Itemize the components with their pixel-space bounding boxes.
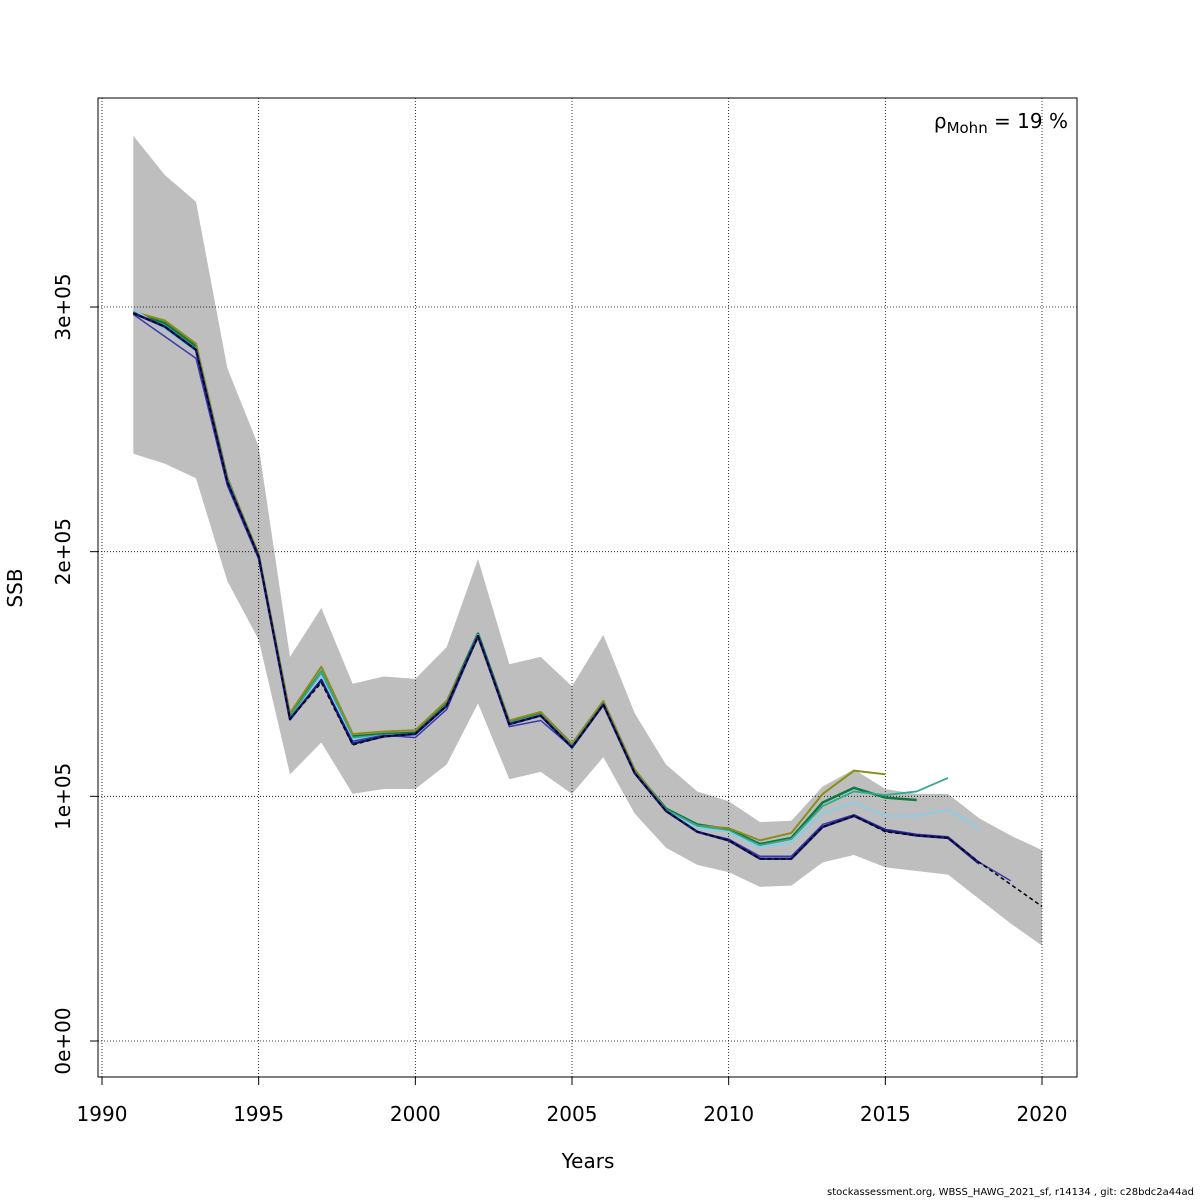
x-tick-label: 1990: [77, 1102, 128, 1126]
x-tick-label: 2005: [547, 1102, 598, 1126]
y-tick-label: 1e+05: [51, 763, 75, 830]
y-tick-label: 3e+05: [51, 273, 75, 340]
axis-layer: 1990 1995 2000 2005 2010 2015 2020 0e+00 1e+05 2e…: [51, 273, 1067, 1126]
y-axis-label: SSB: [3, 568, 27, 607]
x-tick-label: 2015: [860, 1102, 911, 1126]
rho-value: = 19 %: [988, 109, 1068, 133]
series-layer: [132, 308, 1043, 908]
x-tick-label: 2010: [703, 1102, 754, 1126]
x-tick-label: 2000: [390, 1102, 441, 1126]
confidence-band-layer: [133, 135, 1043, 946]
grid-layer: [98, 98, 1077, 1077]
x-axis-label: Years: [561, 1149, 615, 1173]
x-tick-label: 2020: [1017, 1102, 1068, 1126]
y-tick-label: 0e+00: [51, 1007, 75, 1074]
x-tick-label: 1995: [233, 1102, 284, 1126]
rho-subscript: Mohn: [947, 119, 988, 137]
confidence-band: [133, 135, 1043, 946]
mohn-rho-annotation: ρMohn = 19 %: [934, 109, 1068, 137]
series-line-7: [133, 312, 1043, 908]
rho-symbol: ρ: [934, 109, 947, 133]
footer-credit: stockassessment.org, WBSS_HAWG_2021_sf, …: [827, 1187, 1194, 1198]
y-tick-label: 2e+05: [51, 518, 75, 585]
